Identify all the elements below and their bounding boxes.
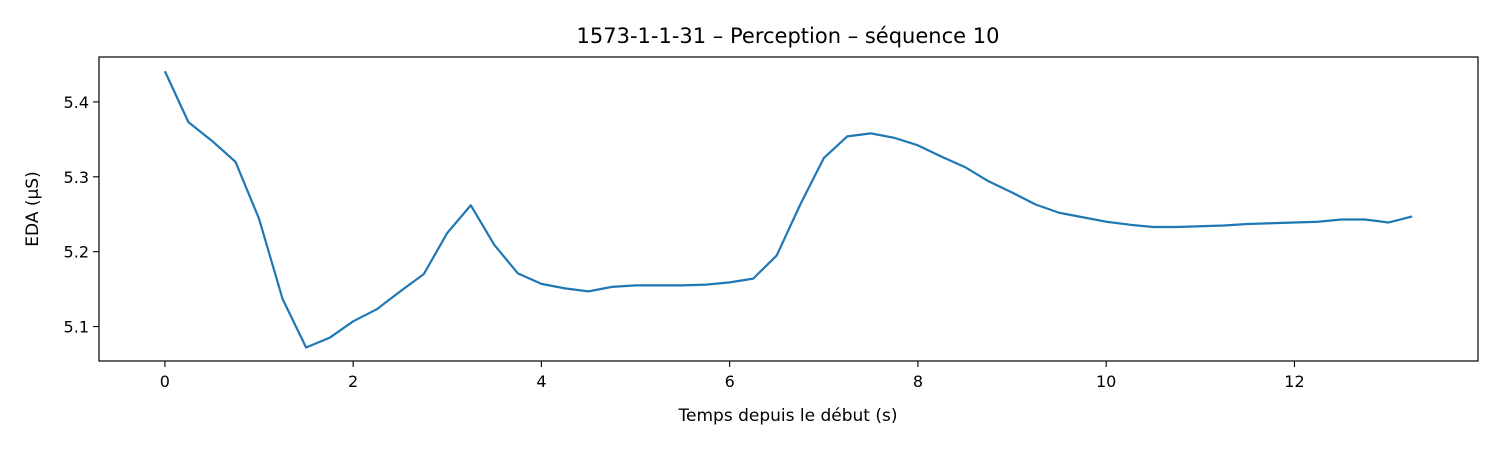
y-tick-label: 5.4: [64, 93, 89, 112]
chart-title: 1573-1-1-31 – Perception – séquence 10: [577, 24, 1000, 48]
x-tick-label: 4: [536, 372, 546, 391]
axes-frame: [98, 56, 1479, 362]
x-tick-label: 8: [913, 372, 923, 391]
x-axis-label: Temps depuis le début (s): [678, 406, 898, 426]
x-tick-label: 2: [348, 372, 358, 391]
x-tick-label: 6: [725, 372, 735, 391]
y-tick-label: 5.2: [64, 243, 89, 262]
x-tick-label: 12: [1284, 372, 1304, 391]
series-line-0: [163, 70, 1413, 349]
x-tick-label: 10: [1096, 372, 1116, 391]
y-tick-label: 5.1: [64, 318, 89, 337]
plot-area: [163, 70, 1413, 349]
y-tick-label: 5.3: [64, 168, 89, 187]
x-axis: 0 2 4 6 8 10 12: [160, 361, 1305, 391]
y-axis-label: EDA (µS): [23, 171, 43, 246]
y-axis: 5.1 5.2 5.3 5.4: [64, 93, 99, 337]
x-tick-label: 0: [160, 372, 170, 391]
